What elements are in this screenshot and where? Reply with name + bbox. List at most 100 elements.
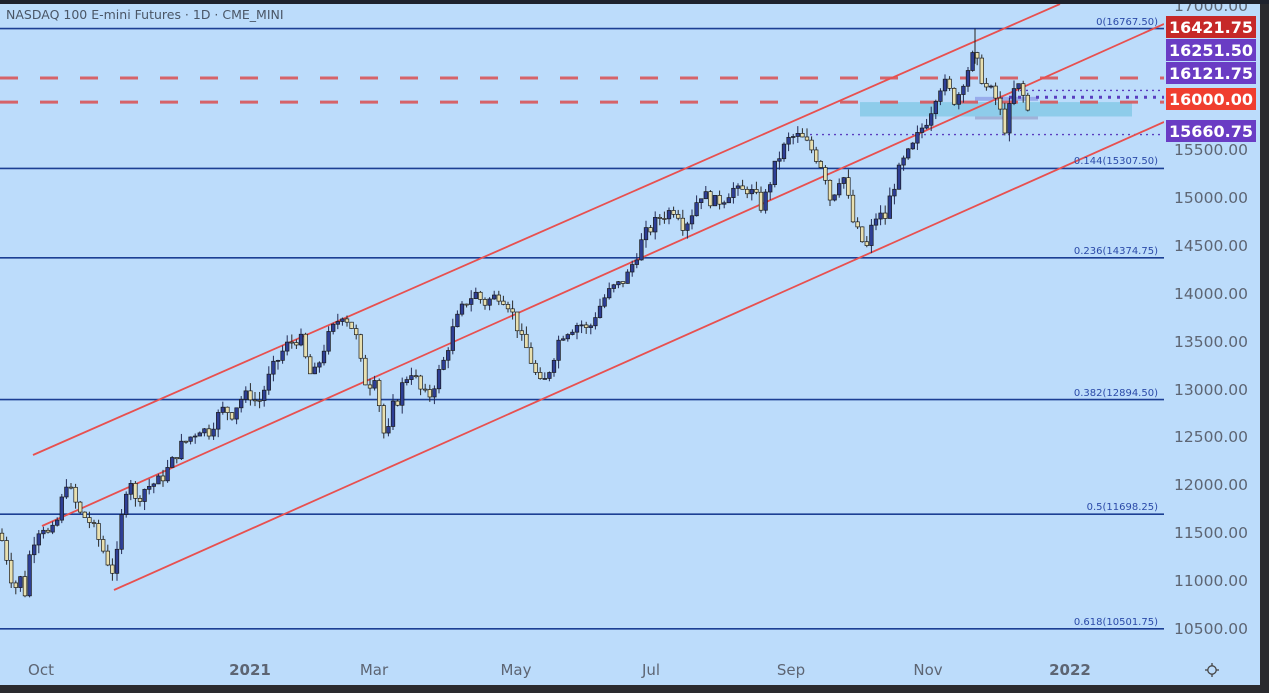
candle-up — [561, 338, 566, 341]
settings-button[interactable] — [1164, 654, 1260, 685]
candle-up — [768, 184, 773, 193]
candle-down — [584, 324, 589, 328]
candle-down — [657, 217, 662, 219]
candle-down — [0, 532, 5, 541]
candle-up — [372, 380, 377, 389]
candle-up — [404, 379, 409, 384]
gear-icon — [1205, 662, 1219, 677]
candle-up — [699, 198, 704, 203]
candle-up — [216, 412, 221, 430]
candle-up — [170, 457, 175, 468]
symbol-title[interactable]: NASDAQ 100 E-mini Futures · 1D · CME_MIN… — [6, 7, 284, 22]
candle-up — [1011, 88, 1017, 104]
candle-up — [772, 160, 777, 186]
candle-down — [671, 210, 676, 215]
candle-up — [942, 78, 948, 92]
price-tag: 16421.75 — [1166, 16, 1256, 38]
candle-up — [469, 298, 474, 305]
candlestick-chart — [0, 4, 1164, 630]
candle-down — [855, 221, 860, 228]
candle-down — [482, 299, 488, 306]
candle-up — [114, 548, 120, 574]
candle-down — [515, 311, 520, 332]
price-tick: 17000.00 — [1174, 4, 1248, 16]
candle-up — [436, 369, 442, 390]
price-tick: 14000.00 — [1174, 284, 1248, 303]
time-tick: Mar — [359, 661, 389, 679]
fib-label: 0.236(14374.75) — [1073, 245, 1158, 257]
candle-down — [308, 356, 313, 375]
candle-up — [929, 113, 934, 126]
price-tick: 11000.00 — [1174, 572, 1248, 591]
candle-down — [206, 428, 212, 437]
candle-up — [685, 223, 690, 231]
candle-down — [349, 321, 354, 329]
candle-down — [804, 136, 810, 141]
candle-up — [18, 576, 23, 588]
price-tag: 16121.75 — [1166, 62, 1256, 84]
candle-up — [547, 372, 552, 379]
candle-up — [873, 218, 879, 226]
candle-up — [938, 90, 943, 102]
candle-down — [800, 133, 805, 138]
time-tick: 2021 — [229, 661, 271, 679]
candle-down — [87, 517, 92, 523]
candle-up — [630, 264, 635, 273]
candle-up — [193, 435, 198, 438]
candle-up — [786, 136, 791, 145]
candle-down — [68, 486, 74, 489]
candle-up — [239, 398, 244, 409]
candle-down — [96, 523, 101, 540]
candle-up — [165, 467, 170, 482]
candle-up — [298, 333, 304, 346]
candle-down — [680, 217, 685, 231]
price-tick: 13000.00 — [1174, 380, 1248, 399]
chart-pane[interactable]: NASDAQ 100 E-mini Futures · 1D · CME_MIN… — [0, 4, 1164, 654]
candle-down — [418, 375, 423, 390]
price-tick: 14500.00 — [1174, 236, 1248, 255]
candle-up — [735, 185, 741, 189]
candle-up — [910, 142, 915, 150]
candle-up — [321, 350, 327, 364]
time-tick: Oct — [28, 661, 54, 679]
price-axis[interactable]: 17000.00 15500.00 15000.00 14500.00 14000.00… — [1164, 4, 1260, 654]
candle-up — [579, 324, 584, 327]
candle-up — [1007, 103, 1012, 134]
candle-down — [225, 406, 230, 413]
candle-up — [593, 317, 598, 327]
candle-down — [367, 384, 373, 389]
candle-up — [924, 124, 929, 129]
candle-down — [496, 294, 501, 302]
candle-up — [487, 298, 492, 306]
candle-down — [363, 357, 368, 386]
candle-up — [896, 164, 902, 190]
candle-up — [551, 359, 557, 373]
candle-down — [9, 559, 14, 584]
candle-down — [413, 375, 419, 377]
candle-down — [850, 194, 856, 223]
time-axis[interactable]: Oct 2021 Mar May Jul Sep Nov 2022 — [0, 654, 1164, 685]
candle-up — [50, 524, 55, 533]
candle-down — [73, 486, 78, 503]
candle-up — [887, 195, 892, 219]
candle-down — [984, 83, 989, 88]
candle-down — [101, 539, 106, 552]
candle-up — [869, 224, 874, 246]
candle-up — [611, 284, 616, 289]
candle-up — [892, 188, 897, 197]
candle-up — [492, 294, 497, 300]
candle-down — [864, 241, 869, 246]
candle-down — [257, 399, 262, 402]
price-tag: 16251.50 — [1166, 39, 1256, 61]
candle-up — [919, 127, 925, 133]
candle-down — [740, 185, 745, 190]
candle-down — [1025, 94, 1030, 111]
candle-up — [234, 407, 239, 420]
candle-down — [358, 334, 363, 359]
candle-down — [717, 195, 722, 205]
candle-up — [565, 334, 570, 340]
candle-down — [519, 330, 524, 335]
price-tick: 11500.00 — [1174, 524, 1248, 543]
candle-up — [574, 325, 580, 333]
candle-down — [823, 167, 828, 181]
